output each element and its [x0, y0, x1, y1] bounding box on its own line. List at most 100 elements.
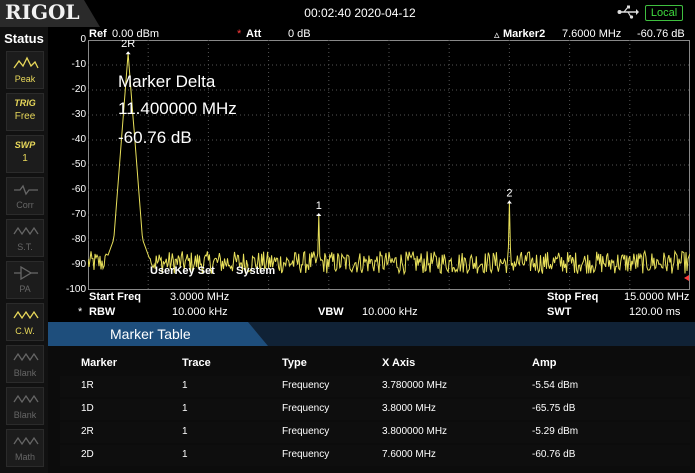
cell-x-axis: 3.8000 MHz	[382, 403, 436, 414]
delta-icon: ▵	[494, 29, 500, 41]
cell-amp: -65.75 dB	[532, 403, 576, 414]
table-row[interactable]	[60, 422, 690, 443]
peak-marker	[316, 213, 322, 216]
vbw-value[interactable]: 10.000 kHz	[362, 306, 418, 318]
col-header-type: Type	[282, 357, 307, 369]
cell-trace: 1	[182, 449, 188, 460]
rigol-logo: RIGOL	[0, 0, 100, 27]
att-label: Att	[246, 28, 262, 40]
marker-table-tab[interactable]	[48, 322, 268, 346]
y-tick-label: -70	[71, 209, 86, 220]
cell-amp: -60.76 dB	[532, 449, 576, 460]
col-header-marker: Marker	[81, 357, 118, 369]
cell-x-axis: 7.6000 MHz	[382, 449, 436, 460]
status-title: Status	[4, 31, 44, 46]
preamp-button[interactable]: PA	[6, 261, 44, 299]
cell-trace: 1	[182, 403, 188, 414]
peak-marker-label: 2	[506, 188, 512, 200]
corr-icon	[14, 184, 38, 196]
blank-button-2[interactable]: Blank	[6, 387, 44, 425]
cell-marker: 2D	[81, 449, 94, 460]
swt-label: SWT	[547, 306, 572, 318]
y-tick-label: -30	[71, 109, 86, 120]
cell-marker: 1R	[81, 380, 94, 391]
marker-table-title: Marker Table	[110, 326, 191, 342]
tracking-wave-icon	[13, 226, 39, 236]
cell-amp: -5.29 dBm	[532, 426, 579, 437]
col-header-x-axis: X Axis	[382, 357, 416, 369]
blank-button-1[interactable]: Blank	[6, 345, 44, 383]
peak-wave-icon	[13, 56, 39, 69]
blank-wave-icon	[13, 394, 39, 404]
usb-icon	[617, 5, 639, 19]
peak-button[interactable]: Peak	[6, 51, 44, 89]
stop-freq-label: Stop Freq	[547, 291, 599, 303]
att-indicator-icon: *	[237, 28, 242, 40]
y-tick-label: -60	[71, 184, 86, 195]
start-freq-value[interactable]: 3.0000 MHz	[170, 291, 230, 303]
peak-marker-label: 1	[316, 200, 322, 212]
blank-wave-icon	[13, 352, 39, 362]
amplifier-icon	[14, 266, 38, 280]
trace-offscreen-arrow-icon	[684, 275, 689, 281]
cell-amp: -5.54 dBm	[532, 380, 579, 391]
y-tick-label: -20	[71, 84, 86, 95]
marker-amp: -60.76 dB	[637, 28, 685, 40]
table-row[interactable]	[60, 445, 690, 466]
cell-x-axis: 3.780000 MHz	[382, 380, 448, 391]
vbw-label: VBW	[318, 306, 344, 318]
stop-freq-value[interactable]: 15.0000 MHz	[624, 291, 690, 303]
cell-type: Frequency	[282, 380, 330, 391]
cw-button[interactable]: C.W.	[6, 303, 44, 341]
marker-delta-title: Marker Delta	[118, 72, 216, 91]
corr-button[interactable]: Corr	[6, 177, 44, 215]
col-header-amp: Amp	[532, 357, 557, 369]
swt-value[interactable]: 120.00 ms	[629, 306, 681, 318]
spectrum-plot[interactable]: 2R 1 2	[88, 40, 690, 290]
att-value[interactable]: 0 dB	[288, 28, 311, 40]
marker-delta-amp: -60.76 dB	[118, 128, 192, 147]
ref-label: Ref	[89, 28, 107, 40]
y-tick-label: -10	[71, 59, 86, 70]
peak-marker	[125, 51, 131, 55]
userkey-set-label: UserKey Set	[150, 265, 215, 277]
rbw-value[interactable]: 10.000 kHz	[172, 306, 228, 318]
cell-type: Frequency	[282, 403, 330, 414]
y-tick-label: 0	[80, 34, 86, 45]
cell-marker: 1D	[81, 403, 94, 414]
table-row[interactable]	[60, 376, 690, 397]
top-bar: RIGOL 00:02:40 2020-04-12 Local	[0, 0, 695, 27]
marker-label: Marker2	[503, 28, 546, 40]
peak-marker	[506, 200, 512, 204]
local-status-badge[interactable]: Local	[645, 5, 683, 21]
cell-trace: 1	[182, 426, 188, 437]
col-header-trace: Trace	[182, 357, 211, 369]
datetime: 00:02:40 2020-04-12	[304, 6, 416, 20]
y-tick-label: -80	[71, 234, 86, 245]
cell-x-axis: 3.800000 MHz	[382, 426, 448, 437]
y-tick-label: -90	[71, 259, 86, 270]
rbw-label: RBW	[89, 306, 116, 318]
peak-marker-label: 2R	[121, 40, 135, 50]
table-row[interactable]	[60, 399, 690, 420]
sweep-button[interactable]: SWP 1	[6, 135, 44, 173]
ref-value[interactable]: 0.00 dBm	[112, 28, 160, 40]
math-wave-icon	[13, 436, 39, 446]
y-tick-label: -100	[65, 284, 86, 295]
trigger-button[interactable]: TRIG Free	[6, 93, 44, 131]
marker-delta-freq: 11.400000 MHz	[118, 99, 237, 118]
rbw-indicator-icon: *	[78, 306, 83, 318]
cell-type: Frequency	[282, 426, 330, 437]
cell-type: Frequency	[282, 449, 330, 460]
system-label: System	[236, 265, 276, 277]
cell-trace: 1	[182, 380, 188, 391]
start-freq-label: Start Freq	[89, 291, 141, 303]
cell-marker: 2R	[81, 426, 94, 437]
math-button[interactable]: Math	[6, 429, 44, 467]
y-tick-label: -50	[71, 159, 86, 170]
status-panel: Status Peak TRIG Free SWP 1 Corr S.T. PA…	[0, 27, 48, 473]
cw-wave-icon	[13, 310, 39, 320]
y-tick-label: -40	[71, 134, 86, 145]
trace-line	[88, 53, 690, 276]
source-tracking-button[interactable]: S.T.	[6, 219, 44, 257]
